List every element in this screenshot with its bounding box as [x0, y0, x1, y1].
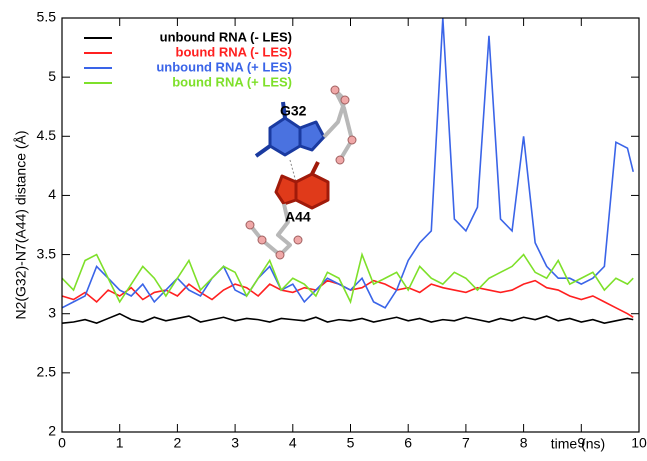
atoms: [245, 85, 357, 260]
molecule-inset: [245, 85, 357, 260]
series-line: [61, 251, 634, 305]
bond: [310, 161, 320, 175]
series-line: [61, 312, 634, 325]
a44-ring: [274, 174, 298, 206]
y-tick-label: 5.5: [37, 9, 57, 25]
legend-label: bound RNA (+ LES): [172, 74, 292, 89]
series-line: [61, 279, 634, 318]
x-tick-label: 10: [631, 435, 647, 451]
y-tick-label: 2.5: [37, 364, 57, 380]
x-tick-label: 9: [577, 435, 585, 451]
y-tick-label: 2: [48, 423, 56, 439]
x-tick-label: 7: [462, 435, 470, 451]
y-tick-label: 4: [48, 186, 56, 202]
a44-ring: [294, 172, 330, 210]
legend-label: unbound RNA (+ LES): [156, 59, 292, 74]
x-tick-label: 3: [231, 435, 239, 451]
x-axis-label: time (ns): [551, 436, 605, 452]
y-tick-label: 4.5: [37, 127, 57, 143]
y-axis-label: N2(G32)-N7(A44) distance (Å): [13, 130, 29, 319]
y-tick-label: 5: [48, 68, 56, 84]
bond: [281, 101, 287, 119]
y-tick-label: 3: [48, 304, 56, 320]
bond: [254, 144, 272, 158]
y-tick-label: 3.5: [37, 245, 57, 261]
series-line: [61, 17, 635, 309]
x-tick-label: 1: [116, 435, 124, 451]
annotation: A44: [285, 209, 311, 225]
plot-frame: [61, 17, 640, 433]
g32-ring: [268, 116, 302, 157]
x-tick-label: 5: [347, 435, 355, 451]
backbone: [248, 203, 292, 257]
x-tick-label: 4: [289, 435, 297, 451]
x-tick-label: 0: [58, 435, 66, 451]
x-tick-label: 2: [174, 435, 182, 451]
x-tick-label: 6: [404, 435, 412, 451]
x-tick-label: 8: [520, 435, 528, 451]
legend-label: bound RNA (- LES): [176, 44, 293, 59]
annotation: G32: [280, 103, 307, 119]
legend-label: unbound RNA (- LES): [160, 29, 292, 44]
g32-ring: [298, 120, 326, 152]
